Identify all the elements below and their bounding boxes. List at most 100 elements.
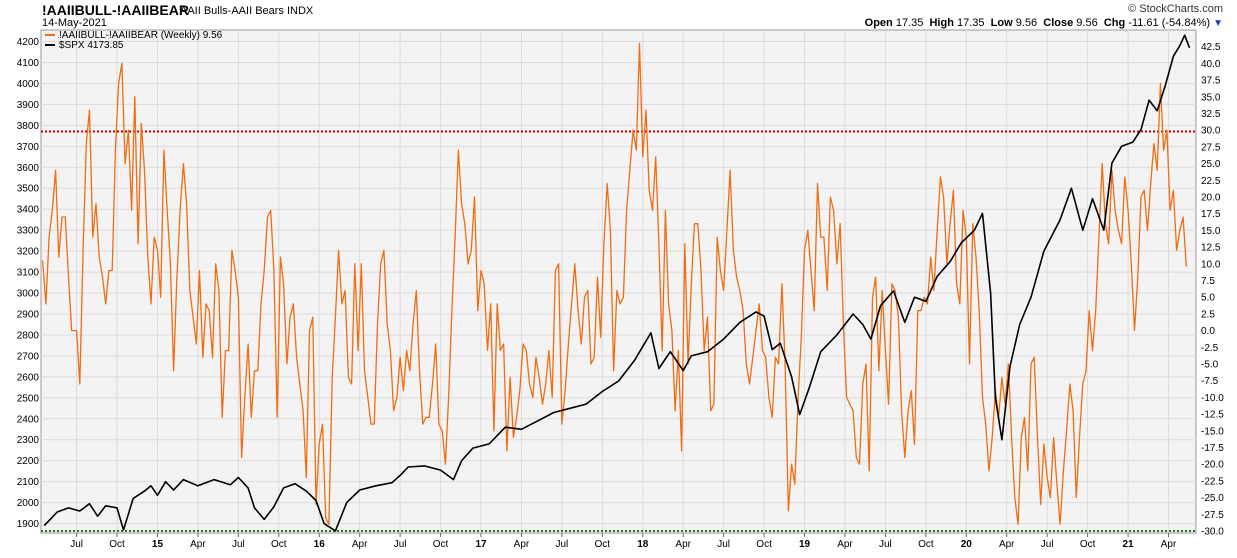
x-tick-label: 15 [152,539,164,550]
right-tick-label: 25.0 [1201,159,1221,170]
open-label: Open [864,17,893,29]
left-tick-label: 4000 [17,79,40,90]
close-value: 9.56 [1076,17,1098,29]
right-tick-label: -27.5 [1201,510,1224,521]
plot-area [40,29,1197,534]
x-tick-label: Jul [1041,539,1054,550]
legend-label-spx: $SPX 4173.85 [59,40,124,51]
low-value: 9.56 [1015,17,1038,29]
ohlc-quote: Open 17.35 High 17.35 Low 9.56 Close 9.5… [865,17,1223,29]
x-tick-label: 18 [637,539,649,550]
x-tick-label: Oct [433,539,449,550]
x-tick-label: Jul [394,539,407,550]
legend-label-spread: !AAIIBULL-!AAIIBEAR (Weekly) 9.56 [59,30,223,41]
right-tick-label: -12.5 [1201,410,1224,421]
left-tick-label: 2600 [17,372,40,383]
right-tick-label: 12.5 [1201,243,1221,254]
x-tick-label: Jul [555,539,568,550]
right-tick-label: -15.0 [1201,426,1224,437]
x-tick-label: Apr [837,539,853,550]
left-tick-label: 3700 [17,142,40,153]
x-tick-label: Oct [271,539,287,550]
left-tick-label: 3800 [17,121,40,132]
x-tick-label: Apr [514,539,530,550]
x-tick-label: Jul [70,539,83,550]
x-tick-label: 16 [314,539,326,550]
left-axis: 1900 2000 2100 2200 2300 2400 2500 2600 2700 2800… [17,37,40,530]
left-tick-label: 3000 [17,289,40,300]
right-tick-label: 0.0 [1201,326,1215,337]
x-tick-label: Oct [109,539,125,550]
right-tick-label: -22.5 [1201,476,1224,487]
chg-label: Chg [1103,17,1126,29]
left-tick-label: 4200 [17,37,40,48]
x-tick-label: Apr [675,539,691,550]
right-tick-label: -25.0 [1201,493,1224,504]
down-arrow-icon: ▼ [1213,18,1223,29]
right-tick-label: 42.5 [1201,42,1221,53]
x-tick-label: Jul [717,539,730,550]
right-tick-label: 22.5 [1201,176,1221,187]
left-tick-label: 2400 [17,414,40,425]
x-tick-label: Apr [190,539,206,550]
left-tick-label: 3900 [17,100,40,111]
x-tick-label: Oct [1080,539,1096,550]
right-axis: 42.5 40.0 37.5 35.0 32.5 30.0 27.5 25.0 22.5 20.0… [1201,42,1224,537]
brand-credit: © StockCharts.com [1128,3,1223,15]
x-tick-label: Apr [352,539,368,550]
left-tick-label: 2700 [17,351,40,362]
left-tick-label: 2900 [17,309,40,320]
right-tick-label: 17.5 [1201,209,1221,220]
left-tick-label: 2500 [17,393,40,404]
x-tick-label: Apr [1161,539,1177,550]
series-lines [41,34,1191,532]
x-tick-label: 20 [961,539,973,550]
right-tick-label: 2.5 [1201,309,1215,320]
right-tick-label: -5.0 [1201,359,1219,370]
x-tick-label: 21 [1122,539,1134,550]
right-tick-label: 10.0 [1201,259,1221,270]
right-tick-label: 20.0 [1201,192,1221,203]
left-tick-label: 3600 [17,163,40,174]
x-tick-label: 17 [475,539,487,550]
x-tick-label: Oct [756,539,772,550]
close-label: Close [1043,17,1074,29]
left-tick-label: 2100 [17,477,40,488]
right-tick-label: 27.5 [1201,142,1221,153]
chart-date: 14-May-2021 [42,17,107,29]
left-tick-label: 3400 [17,205,40,216]
x-tick-label: Oct [595,539,611,550]
left-tick-label: 3500 [17,184,40,195]
open-value: 17.35 [895,17,924,29]
left-tick-label: 2200 [17,456,40,467]
chg-value: -11.61 (-54.84%) [1128,17,1211,29]
x-tick-label: Jul [879,539,892,550]
legend: !AAIIBULL-!AAIIBEAR (Weekly) 9.56 $SPX 4… [45,30,223,51]
right-tick-label: 37.5 [1201,76,1221,87]
x-axis: Jul Oct 15 Apr Jul Oct 16 Apr Jul Oct 17 Apr Jul Oct 1… [70,533,1177,550]
right-tick-label: 15.0 [1201,226,1221,237]
right-tick-label: -2.5 [1201,343,1219,354]
left-tick-label: 4100 [17,58,40,69]
right-tick-label: 30.0 [1201,126,1221,137]
high-label: High [929,17,954,29]
chart-symbol: !AAIIBULL-!AAIIBEAR [42,2,189,18]
right-tick-label: -17.5 [1201,443,1224,454]
spx-series-line [43,34,1191,532]
left-tick-label: 3100 [17,268,40,279]
right-tick-label: -20.0 [1201,460,1224,471]
left-tick-label: 2800 [17,330,40,341]
low-label: Low [990,17,1013,29]
left-tick-label: 3300 [17,226,40,237]
grid [41,30,1196,533]
left-tick-label: 2000 [17,498,40,509]
chart-description: AAII Bulls-AAII Bears INDX [180,5,314,17]
right-tick-label: 32.5 [1201,109,1221,120]
right-tick-label: -7.5 [1201,376,1219,387]
right-tick-label: 7.5 [1201,276,1215,287]
left-tick-label: 1900 [17,519,40,530]
right-tick-label: 40.0 [1201,59,1221,70]
x-tick-label: 19 [799,539,811,550]
left-tick-label: 2300 [17,435,40,446]
